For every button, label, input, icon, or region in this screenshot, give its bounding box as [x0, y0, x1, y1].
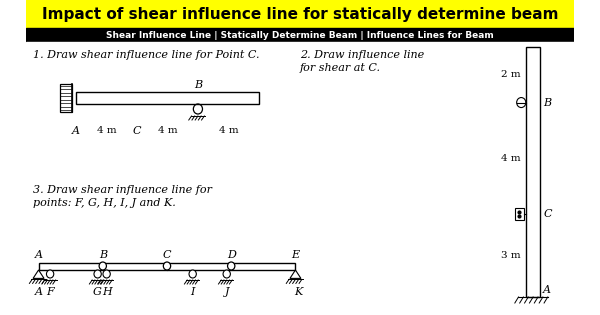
Bar [515, 208, 524, 220]
Text: 4 m: 4 m [500, 154, 520, 163]
Text: G: G [93, 287, 102, 297]
Circle shape [223, 270, 230, 278]
Bar [59, 84, 73, 112]
Bar [26, 42, 574, 315]
Text: 3 m: 3 m [500, 251, 520, 260]
Text: for shear at C.: for shear at C. [300, 63, 381, 73]
Circle shape [46, 270, 54, 278]
Text: H: H [102, 287, 112, 297]
Bar [26, 0, 574, 28]
Text: D: D [227, 250, 236, 260]
Bar [76, 92, 259, 104]
Text: F: F [46, 287, 54, 297]
Bar [26, 28, 574, 42]
Circle shape [94, 270, 101, 278]
Circle shape [99, 262, 106, 270]
Text: 4 m: 4 m [158, 126, 177, 135]
Text: A: A [543, 285, 551, 295]
Circle shape [189, 270, 196, 278]
Text: 4 m: 4 m [97, 126, 116, 135]
Text: 2 m: 2 m [500, 70, 520, 79]
Text: points: F, G, H, I, J and K.: points: F, G, H, I, J and K. [33, 198, 176, 208]
Text: 1. Draw shear influence line for Point C.: 1. Draw shear influence line for Point C… [33, 50, 260, 60]
Text: A: A [35, 250, 43, 260]
Bar [38, 263, 295, 270]
Text: E: E [292, 250, 299, 260]
Bar [526, 47, 541, 297]
Text: A: A [72, 126, 80, 136]
Text: B: B [99, 250, 107, 260]
Text: 4 m: 4 m [218, 126, 238, 135]
Text: C: C [163, 250, 171, 260]
Text: B: B [543, 98, 551, 107]
Text: I: I [190, 287, 195, 297]
Circle shape [163, 262, 170, 270]
Text: C: C [133, 126, 141, 136]
Text: B: B [194, 80, 202, 90]
Text: 3. Draw shear influence line for: 3. Draw shear influence line for [33, 185, 212, 195]
Text: J: J [224, 287, 229, 297]
Text: Shear Influence Line | Statically Determine Beam | Influence Lines for Beam: Shear Influence Line | Statically Determ… [106, 31, 494, 39]
Circle shape [227, 262, 235, 270]
Text: 2. Draw influence line: 2. Draw influence line [300, 50, 424, 60]
Text: A: A [35, 287, 43, 297]
Text: K: K [294, 287, 302, 297]
Text: Impact of shear influence line for statically determine beam: Impact of shear influence line for stati… [42, 7, 558, 21]
Circle shape [103, 270, 110, 278]
Text: C: C [543, 209, 551, 219]
